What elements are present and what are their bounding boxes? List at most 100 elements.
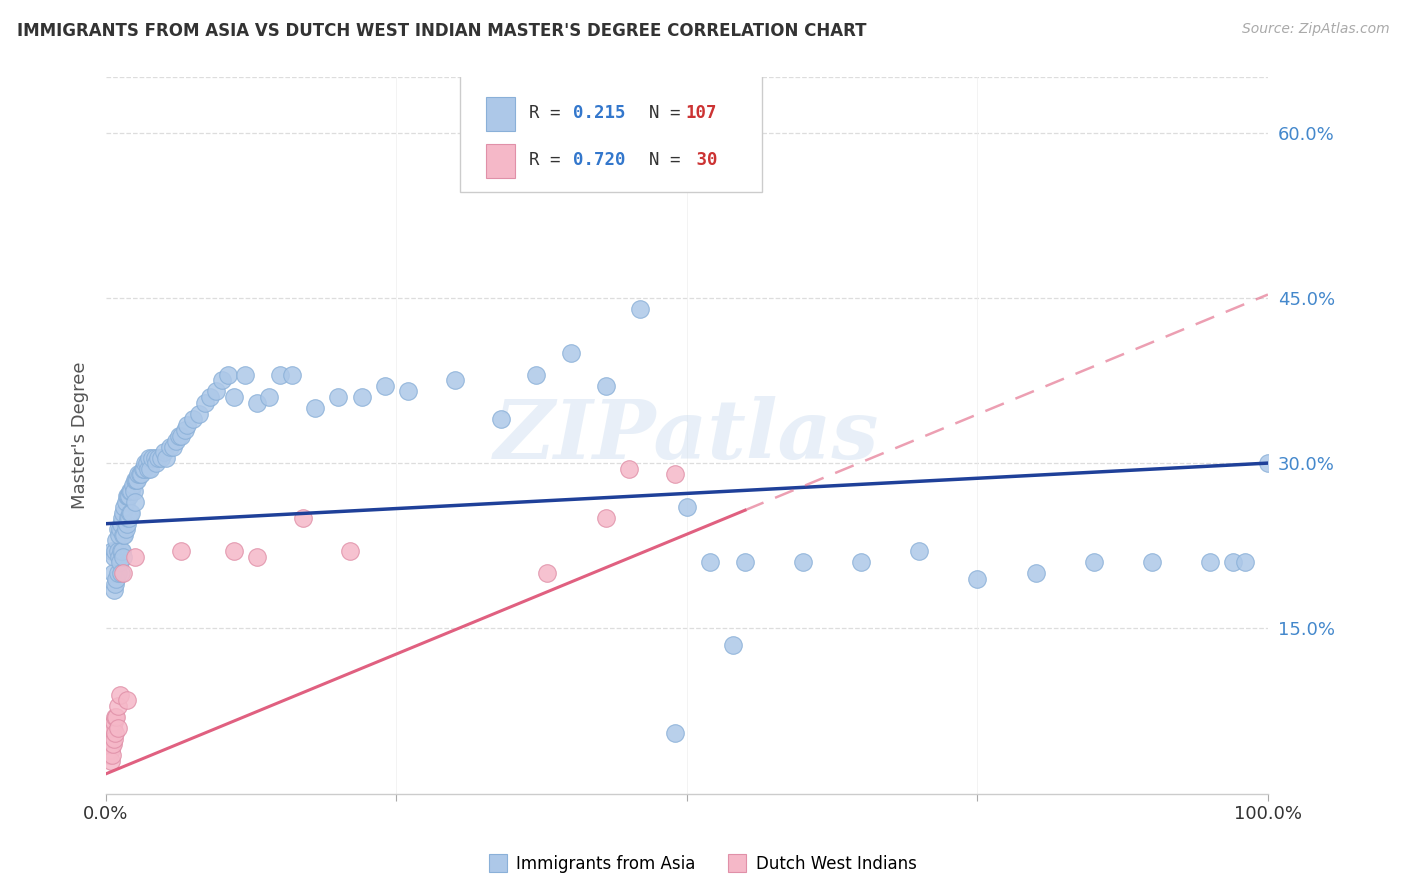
- Point: [699, 555, 721, 569]
- Point: [108, 555, 131, 569]
- Point: [107, 544, 129, 558]
- Point: [374, 379, 396, 393]
- Point: [1198, 555, 1220, 569]
- Y-axis label: Master's Degree: Master's Degree: [72, 362, 89, 509]
- Point: [100, 754, 122, 768]
- Point: [134, 456, 156, 470]
- Point: [108, 688, 131, 702]
- Point: [176, 417, 198, 432]
- Point: [100, 737, 122, 751]
- Point: [304, 401, 326, 415]
- Point: [100, 731, 122, 746]
- Point: [104, 709, 127, 723]
- Point: [149, 450, 172, 465]
- Point: [560, 346, 582, 360]
- FancyBboxPatch shape: [486, 97, 515, 131]
- Point: [103, 714, 125, 729]
- Text: N =: N =: [627, 104, 690, 122]
- Point: [122, 483, 145, 498]
- Point: [100, 748, 122, 763]
- Point: [110, 566, 132, 581]
- Point: [118, 511, 141, 525]
- Point: [111, 511, 134, 525]
- Point: [117, 489, 139, 503]
- Point: [121, 506, 143, 520]
- Point: [328, 390, 350, 404]
- Point: [129, 467, 152, 482]
- Point: [664, 467, 686, 482]
- Point: [1083, 555, 1105, 569]
- Point: [205, 384, 228, 399]
- Point: [723, 638, 745, 652]
- Point: [222, 390, 245, 404]
- Point: [111, 544, 134, 558]
- Point: [174, 423, 197, 437]
- Point: [162, 440, 184, 454]
- Point: [124, 549, 146, 564]
- Point: [134, 461, 156, 475]
- Point: [107, 721, 129, 735]
- Point: [104, 544, 127, 558]
- Point: [100, 726, 122, 740]
- Point: [443, 374, 465, 388]
- Point: [1024, 566, 1046, 581]
- Point: [110, 544, 132, 558]
- Text: Source: ZipAtlas.com: Source: ZipAtlas.com: [1241, 22, 1389, 37]
- Point: [1140, 555, 1163, 569]
- Point: [112, 506, 135, 520]
- Point: [159, 440, 181, 454]
- Point: [105, 533, 128, 548]
- Point: [181, 412, 204, 426]
- Point: [1233, 555, 1256, 569]
- Point: [112, 527, 135, 541]
- Point: [153, 445, 176, 459]
- Point: [676, 500, 699, 515]
- Point: [101, 566, 124, 581]
- Point: [125, 473, 148, 487]
- Point: [100, 742, 122, 756]
- Point: [103, 549, 125, 564]
- Point: [121, 478, 143, 492]
- Point: [128, 467, 150, 482]
- Point: [170, 544, 193, 558]
- Point: [138, 450, 160, 465]
- Point: [269, 368, 291, 382]
- Point: [734, 555, 756, 569]
- Point: [217, 368, 239, 382]
- Point: [145, 456, 167, 470]
- Point: [101, 721, 124, 735]
- Point: [114, 500, 136, 515]
- Point: [118, 489, 141, 503]
- Point: [194, 395, 217, 409]
- Point: [103, 731, 125, 746]
- Text: R =: R =: [529, 104, 571, 122]
- Point: [257, 390, 280, 404]
- Point: [105, 709, 128, 723]
- Text: 107: 107: [686, 104, 717, 122]
- Point: [489, 412, 512, 426]
- Point: [292, 511, 315, 525]
- Point: [246, 549, 269, 564]
- Point: [127, 473, 149, 487]
- Point: [165, 434, 187, 448]
- Point: [187, 407, 209, 421]
- Point: [124, 494, 146, 508]
- Point: [115, 516, 138, 531]
- Point: [1257, 456, 1279, 470]
- Point: [143, 450, 166, 465]
- Point: [851, 555, 873, 569]
- Point: [222, 544, 245, 558]
- Point: [350, 390, 373, 404]
- Point: [148, 450, 170, 465]
- Point: [107, 549, 129, 564]
- Text: R =: R =: [529, 151, 571, 169]
- Point: [281, 368, 304, 382]
- Point: [339, 544, 361, 558]
- Point: [108, 522, 131, 536]
- Point: [100, 544, 122, 558]
- Point: [117, 511, 139, 525]
- Point: [127, 467, 149, 482]
- Point: [136, 461, 159, 475]
- Point: [98, 748, 121, 763]
- Point: [114, 494, 136, 508]
